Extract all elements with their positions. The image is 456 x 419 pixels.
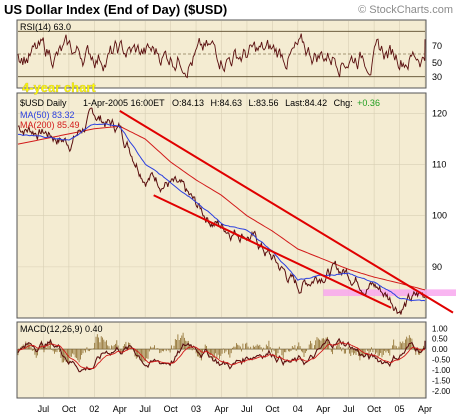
quote-date: 1-Apr-2005 16:00ET bbox=[83, 98, 165, 108]
price-line bbox=[17, 107, 426, 315]
source-credit: © StockCharts.com bbox=[358, 4, 453, 16]
macd-tick-label: 0.50 bbox=[432, 335, 448, 344]
upper-channel-line bbox=[119, 110, 454, 314]
x-tick-label: Oct bbox=[164, 404, 179, 414]
x-tick-label: 03 bbox=[191, 404, 201, 414]
timeframe-annotation: 4-year chart bbox=[22, 80, 96, 95]
macd-tick-label: 0.00 bbox=[432, 345, 448, 354]
rsi-tick-50: 50 bbox=[432, 58, 442, 68]
x-tick-label: Apr bbox=[214, 404, 228, 414]
ma50-legend: MA(50) 83.32 bbox=[20, 110, 75, 120]
x-tick-label: 02 bbox=[89, 404, 99, 414]
ma200-line bbox=[17, 125, 426, 291]
x-tick-label: Jul bbox=[343, 404, 355, 414]
macd-tick-label: -0.50 bbox=[432, 356, 451, 365]
x-tick-label: Oct bbox=[265, 404, 280, 414]
x-tick-label: Jul bbox=[241, 404, 253, 414]
ma200-legend: MA(200) 85.49 bbox=[20, 120, 80, 130]
low-value: L:83.56 bbox=[249, 98, 279, 108]
x-tick-label: Jul bbox=[38, 404, 50, 414]
change-value: +0.36 bbox=[357, 98, 380, 108]
symbol-label: $USD Daily 1-Apr-2005 16:00ET O:84.13 H:… bbox=[20, 98, 380, 108]
x-tick-label: Oct bbox=[367, 404, 382, 414]
macd-line bbox=[17, 337, 426, 373]
x-axis-labels: Jul Oct 02 Apr Jul Oct 03 Apr Jul Oct 04 Apr Jul Oct 0… bbox=[38, 404, 432, 414]
high-value: H:84.63 bbox=[210, 98, 242, 108]
x-tick-label: Jul bbox=[139, 404, 151, 414]
x-tick-label: Oct bbox=[62, 404, 77, 414]
rsi-tick-70: 70 bbox=[432, 41, 442, 51]
x-tick-label: Apr bbox=[316, 404, 330, 414]
support-band bbox=[323, 289, 456, 297]
symbol: $USD Daily bbox=[20, 98, 67, 108]
x-tick-label: 05 bbox=[395, 404, 405, 414]
x-tick-label: Apr bbox=[418, 404, 432, 414]
rsi-label: RSI(14) 63.0 bbox=[20, 22, 71, 32]
macd-tick-label: 1.00 bbox=[432, 324, 448, 333]
macd-axis-ticks: 1.00 0.500.00 -0.50-1.00-1.50 -2.00 bbox=[432, 324, 451, 396]
macd-tick-label: -2.00 bbox=[432, 387, 451, 396]
price-axis-ticks: 120 110 100 90 bbox=[432, 108, 447, 271]
macd-signal-line bbox=[17, 342, 426, 370]
rsi-line bbox=[17, 33, 426, 79]
rsi-tick-30: 30 bbox=[432, 72, 442, 82]
price-tick-label: 110 bbox=[432, 160, 446, 170]
x-tick-label: 04 bbox=[293, 404, 303, 414]
change-label: Chg: bbox=[334, 98, 353, 108]
open-value: O:84.13 bbox=[172, 98, 204, 108]
price-tick-label: 120 bbox=[432, 108, 447, 118]
price-tick-label: 90 bbox=[432, 262, 442, 272]
chart-title: US Dollar Index (End of Day) ($USD) bbox=[4, 2, 227, 17]
x-tick-label: Apr bbox=[113, 404, 127, 414]
lower-channel-line bbox=[153, 194, 392, 309]
price-gridlines bbox=[18, 113, 425, 268]
last-value: Last:84.42 bbox=[285, 98, 327, 108]
macd-tick-label: -1.00 bbox=[432, 366, 451, 375]
macd-label: MACD(12,26,9) 0.40 bbox=[20, 324, 103, 334]
macd-tick-label: -1.50 bbox=[432, 376, 451, 385]
price-tick-label: 100 bbox=[432, 211, 447, 221]
ma50-line bbox=[18, 123, 426, 302]
